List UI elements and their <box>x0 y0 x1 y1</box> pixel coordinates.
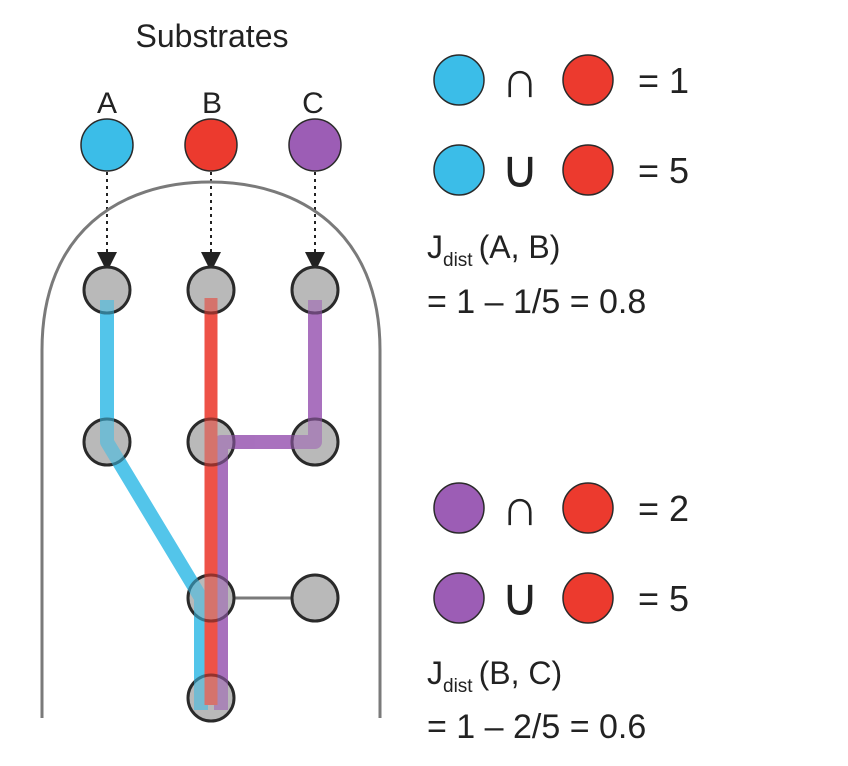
intersection-left-circle <box>433 482 485 534</box>
pathway-overlay <box>100 298 322 710</box>
union-right-circle <box>562 144 614 196</box>
enclosure-outline <box>40 180 382 718</box>
substrate-c-circle <box>288 118 342 172</box>
substrate-b-circle <box>184 118 238 172</box>
substrate-label-a: A <box>97 87 117 120</box>
jdist-args: (B, C) <box>479 655 563 691</box>
union-value: = 5 <box>638 578 689 619</box>
intersection-value: = 1 <box>638 60 689 101</box>
union-operator: ∪ <box>501 141 539 199</box>
jdist-formula: = 1 – 1/5 = 0.8 <box>427 283 646 321</box>
jdist-subscript: dist <box>443 250 473 271</box>
substrates-title: Substrates <box>136 18 289 54</box>
jdist-subscript: dist <box>443 676 473 697</box>
intersection-right-circle <box>562 482 614 534</box>
pathway-a-overlay <box>100 300 208 710</box>
union-operator: ∪ <box>501 569 539 627</box>
pathway-c-branch <box>219 300 322 449</box>
intersection-left-circle <box>433 54 485 106</box>
union-value: = 5 <box>638 150 689 191</box>
intersection-value: = 2 <box>638 488 689 529</box>
union-left-circle <box>433 144 485 196</box>
intersection-operator: ∩ <box>501 51 538 109</box>
jdist-label: Jdist (B, C) <box>427 655 562 697</box>
jdist-formula: = 1 – 2/5 = 0.6 <box>427 708 646 746</box>
union-left-circle <box>433 572 485 624</box>
comparison-bc: ∩ = 2 ∪ = 5 Jdist (B, C) = 1 – 2/5 = 0.6 <box>427 479 689 746</box>
jdist-label: Jdist (A, B) <box>427 229 560 271</box>
jdist-symbol: J <box>427 655 443 691</box>
intersection-operator: ∩ <box>501 479 538 537</box>
substrate-label-c: C <box>302 87 324 120</box>
jdist-symbol: J <box>427 229 443 265</box>
pathway-a <box>100 300 208 710</box>
pathway-c-overlay <box>214 300 322 710</box>
jdist-args: (A, B) <box>479 229 561 265</box>
substrate-a-circle <box>80 118 134 172</box>
intersection-right-circle <box>562 54 614 106</box>
substrate-label-b: B <box>202 87 222 120</box>
node-d3 <box>290 573 340 623</box>
union-right-circle <box>562 572 614 624</box>
comparison-ab: ∩ = 1 ∪ = 5 Jdist (A, B) = 1 – 1/5 = 0.8 <box>427 51 689 321</box>
